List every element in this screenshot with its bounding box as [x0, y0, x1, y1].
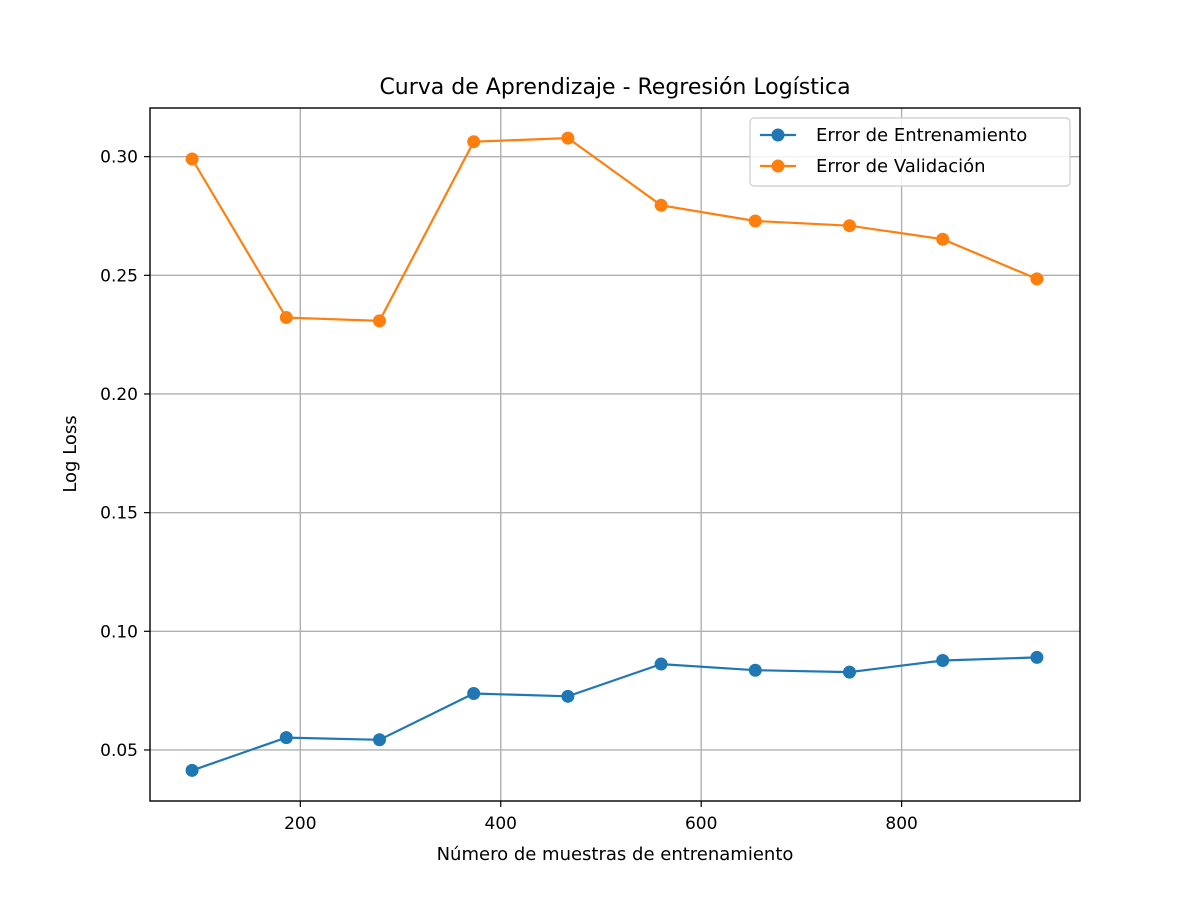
legend-label: Error de Validación	[816, 156, 986, 177]
data-point	[185, 152, 199, 166]
data-point	[372, 733, 386, 747]
legend-marker	[771, 128, 785, 142]
data-point	[561, 689, 575, 703]
data-point	[936, 232, 950, 246]
y-tick-label: 0.15	[100, 504, 138, 524]
data-point	[748, 214, 762, 228]
plot-frame	[149, 107, 1081, 802]
y-tick-label: 0.20	[100, 385, 138, 405]
data-point	[1030, 650, 1044, 664]
x-tick-label: 600	[685, 814, 717, 834]
data-point	[748, 663, 762, 677]
x-ticks: 200 400 600 800	[284, 801, 918, 834]
series	[185, 131, 1044, 777]
data-point	[936, 654, 950, 668]
y-tick-label: 0.10	[100, 622, 138, 642]
data-point	[185, 763, 199, 777]
series-line-1	[191, 656, 1037, 772]
data-point	[467, 135, 481, 149]
chart-title: Curva de Aprendizaje - Regresión Logísti…	[379, 75, 850, 100]
y-tick-label: 0.30	[100, 148, 138, 168]
data-point	[561, 131, 575, 145]
y-axis-label: Log Loss	[60, 415, 81, 492]
series-line-2	[191, 136, 1038, 323]
data-point	[654, 198, 668, 212]
y-ticks: 0.05 0.10 0.15 0.20 0.25 0.30	[100, 148, 150, 761]
x-tick-label: 400	[485, 814, 517, 834]
data-point	[843, 219, 857, 233]
data-point	[843, 665, 857, 679]
legend: Error de Entrenamiento Error de Validació…	[749, 117, 1071, 187]
data-point	[279, 311, 293, 325]
grid	[150, 108, 1080, 801]
x-tick-label: 200	[284, 814, 316, 834]
x-axis-label: Número de muestras de entrenamiento	[437, 844, 794, 865]
y-tick-label: 0.05	[100, 741, 138, 761]
legend-box	[749, 117, 1071, 187]
legend-label: Error de Entrenamiento	[816, 125, 1027, 146]
data-point	[1030, 272, 1044, 286]
x-tick-label: 800	[885, 814, 917, 834]
legend-marker	[771, 159, 785, 173]
data-point	[372, 314, 386, 328]
data-point	[467, 686, 481, 700]
data-point	[279, 731, 293, 745]
data-point	[654, 657, 668, 671]
y-tick-label: 0.25	[100, 266, 138, 286]
